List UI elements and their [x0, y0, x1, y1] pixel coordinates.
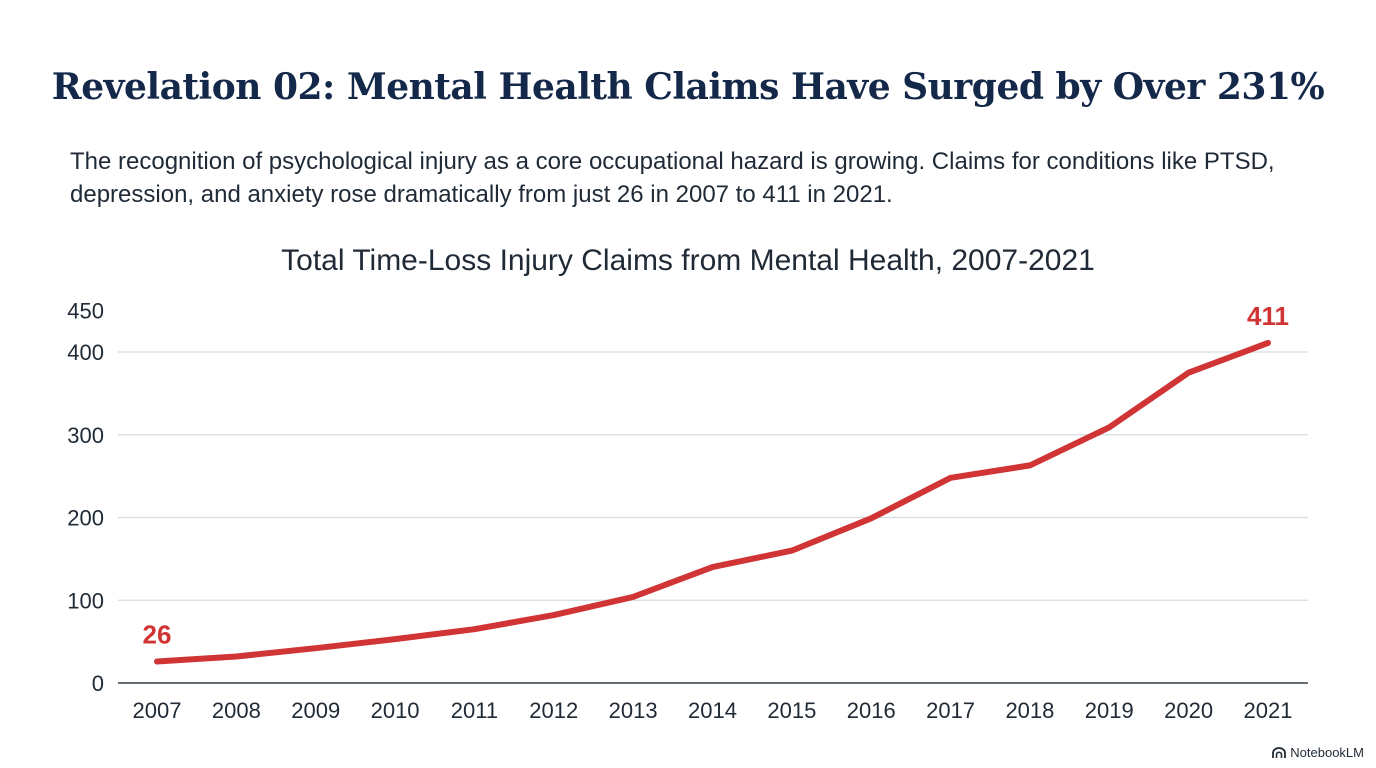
- y-tick-label: 450: [67, 299, 104, 324]
- x-tick-label: 2008: [212, 698, 261, 723]
- x-tick-label: 2019: [1085, 698, 1134, 723]
- x-tick-label: 2007: [133, 698, 182, 723]
- x-tick-label: 2018: [1005, 698, 1054, 723]
- y-axis-ticks: 0 100 200 300 400 450: [67, 299, 104, 696]
- x-tick-label: 2016: [847, 698, 896, 723]
- y-tick-label: 400: [67, 340, 104, 365]
- x-tick-label: 2014: [688, 698, 737, 723]
- data-label-2007: 26: [143, 619, 172, 649]
- y-tick-label: 200: [67, 506, 104, 531]
- grid-lines: [118, 351, 1308, 601]
- x-tick-label: 2021: [1244, 698, 1293, 723]
- y-tick-label: 0: [92, 671, 104, 696]
- x-tick-label: 2013: [609, 698, 658, 723]
- brand-label: NotebookLM: [1290, 745, 1364, 760]
- x-tick-label: 2011: [451, 698, 498, 723]
- x-tick-label: 2017: [926, 698, 975, 723]
- x-tick-label: 2012: [529, 698, 578, 723]
- data-labels: 26 411: [143, 301, 1289, 650]
- x-tick-label: 2020: [1164, 698, 1213, 723]
- series-line: [154, 339, 1271, 665]
- x-axis-ticks: 2007 2008 2009 2010 2011 2012 2013 2014 2015 2016…: [133, 698, 1293, 723]
- notebooklm-logo-icon: [1272, 746, 1287, 758]
- y-tick-label: 300: [67, 423, 104, 448]
- x-tick-label: 2010: [371, 698, 420, 723]
- chart-title: Total Time-Loss Injury Claims from Menta…: [281, 244, 1095, 277]
- summary-text: The recognition of psychological injury …: [70, 148, 1275, 208]
- data-label-2021: 411: [1247, 301, 1289, 331]
- brand-watermark: NotebookLM: [1272, 745, 1364, 760]
- x-tick-label: 2009: [291, 698, 340, 723]
- y-tick-label: 100: [67, 588, 104, 613]
- x-tick-label: 2015: [767, 698, 816, 723]
- page-title: Revelation 02: Mental Health Claims Have…: [51, 66, 1325, 108]
